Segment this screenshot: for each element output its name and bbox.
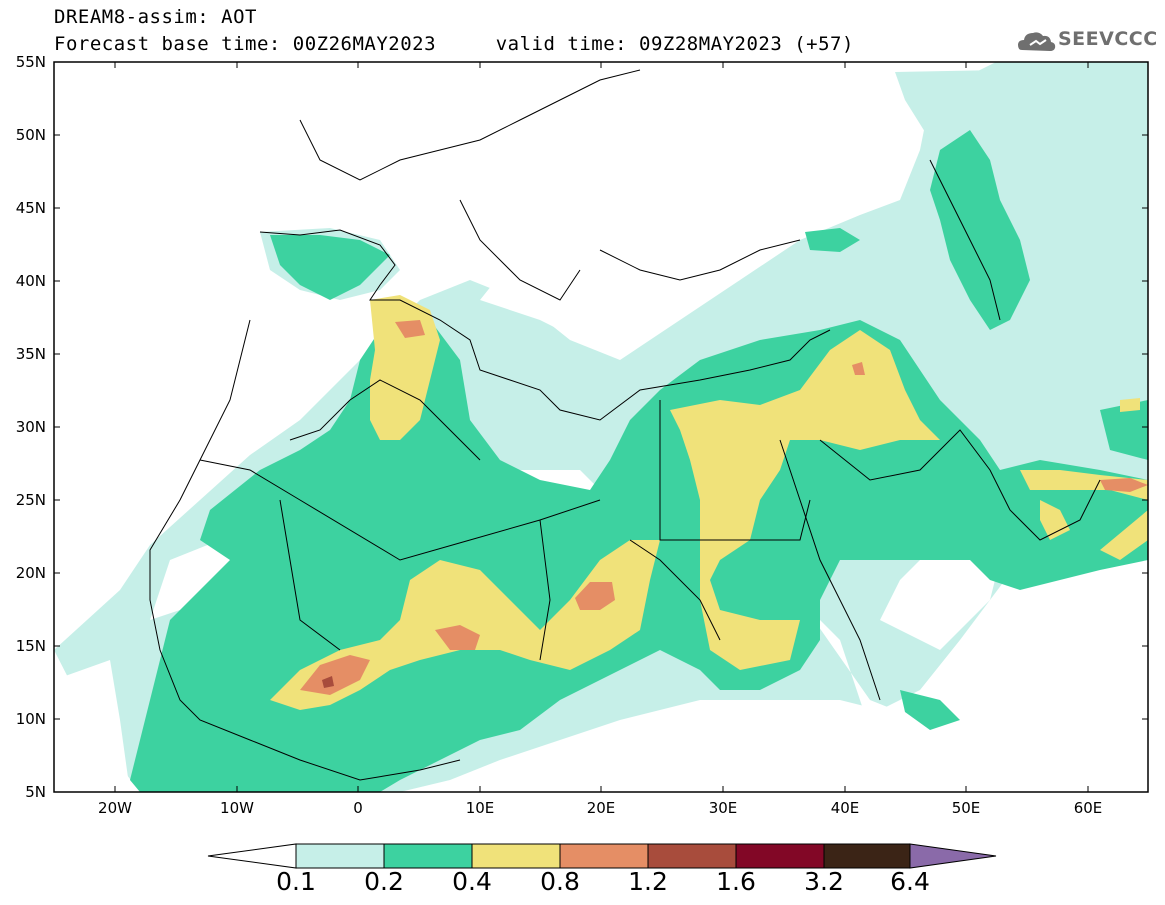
colorbar-swatch-2 bbox=[383, 843, 473, 869]
colorbar-swatch-4 bbox=[559, 843, 649, 869]
ytick-label: 20N bbox=[15, 564, 46, 582]
axis-ticks bbox=[54, 61, 1148, 792]
colorbar-swatch-3 bbox=[471, 843, 561, 869]
forecast-time-line: Forecast base time: 00Z26MAY2023 valid t… bbox=[54, 33, 854, 55]
colorbar-label: 0.1 bbox=[276, 867, 316, 896]
aot-band-1.2 bbox=[322, 676, 334, 688]
ytick-label: 5N bbox=[25, 783, 46, 801]
xtick-label: 40E bbox=[830, 799, 860, 817]
colorbar-label: 0.2 bbox=[364, 867, 404, 896]
ytick-label: 45N bbox=[15, 199, 46, 217]
xtick-label: 10W bbox=[220, 799, 254, 817]
xtick-label: 60E bbox=[1073, 799, 1103, 817]
xtick-label: 30E bbox=[708, 799, 738, 817]
xtick-label: 50E bbox=[951, 799, 981, 817]
xtick-label: 20W bbox=[98, 799, 132, 817]
ytick-label: 50N bbox=[15, 126, 46, 144]
ytick-label: 55N bbox=[15, 53, 46, 71]
ytick-label: 30N bbox=[15, 418, 46, 436]
colorbar-label: 3.2 bbox=[804, 867, 844, 896]
ytick-label: 35N bbox=[15, 345, 46, 363]
coastlines bbox=[149, 69, 1101, 781]
xtick-label: 0 bbox=[353, 799, 363, 817]
colorbar-swatch-6 bbox=[735, 843, 825, 869]
colorbar-swatch-7 bbox=[823, 843, 911, 869]
colorbar-swatch-1 bbox=[295, 843, 385, 869]
colorbar-under-arrow bbox=[207, 843, 297, 869]
colorbar-label: 6.4 bbox=[890, 867, 930, 896]
cloud-icon bbox=[1018, 32, 1056, 51]
xtick-label: 10E bbox=[465, 799, 495, 817]
aot-band-0.8 bbox=[300, 320, 1148, 695]
colorbar-swatch-5 bbox=[647, 843, 737, 869]
map-title: DREAM8-assim: AOT bbox=[54, 6, 257, 28]
colorbar-over-arrow bbox=[909, 843, 997, 869]
colorbar-label: 0.8 bbox=[540, 867, 580, 896]
ytick-label: 25N bbox=[15, 491, 46, 509]
ytick-label: 40N bbox=[15, 272, 46, 290]
colorbar-label: 1.6 bbox=[716, 867, 756, 896]
xtick-label: 20E bbox=[586, 799, 616, 817]
ytick-label: 10N bbox=[15, 710, 46, 728]
colorbar bbox=[207, 843, 997, 869]
ytick-label: 15N bbox=[15, 637, 46, 655]
colorbar-label: 0.4 bbox=[452, 867, 492, 896]
logo-text: SEEVCCC bbox=[1058, 28, 1158, 50]
colorbar-label: 1.2 bbox=[628, 867, 668, 896]
